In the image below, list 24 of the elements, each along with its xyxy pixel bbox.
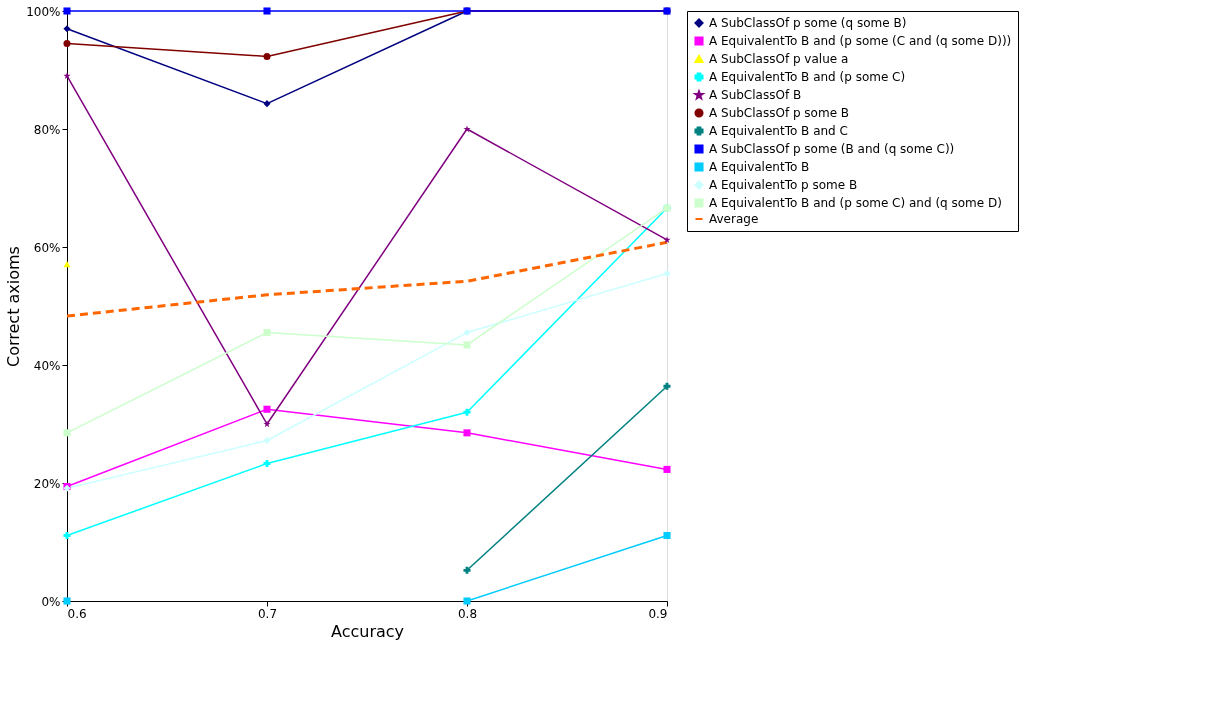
legend-label: Average (709, 212, 759, 226)
y-tick-label: 100% (26, 4, 61, 19)
legend-label: A SubClassOf p some (B and (q some C)) (709, 142, 955, 156)
legend-label: A EquivalentTo B and (p some C) (709, 70, 906, 84)
x-tick-label: 0.7 (257, 606, 278, 621)
legend-label: A EquivalentTo p some B (709, 178, 858, 192)
legend-label: A EquivalentTo B and (p some (C and (q some D))) (709, 34, 1012, 48)
y-tick-label: 20% (33, 476, 61, 491)
x-tick-label: 0.6 (67, 606, 87, 621)
y-tick-label: 80% (33, 122, 61, 137)
legend-label: A SubClassOf p some (q some B) (709, 16, 907, 30)
y-axis-title: Correct axioms (4, 246, 24, 367)
y-tick-label: 0% (41, 594, 61, 609)
legend-label: A SubClassOf p value a (709, 52, 849, 66)
x-tick-label: 0.8 (457, 606, 478, 621)
legend-label: A EquivalentTo B (709, 160, 810, 174)
x-axis-title: Accuracy (330, 621, 405, 641)
x-tick-label: 0.9 (648, 606, 668, 621)
legend-label: A EquivalentTo B and (p some C) and (q some D) (709, 196, 1002, 210)
legend-label: A SubClassOf p some B (709, 106, 850, 120)
y-tick-label: 40% (33, 358, 61, 373)
y-tick-label: 60% (33, 240, 61, 255)
legend-label: A SubClassOf B (709, 88, 802, 102)
legend-label: A EquivalentTo B and C (709, 124, 848, 138)
